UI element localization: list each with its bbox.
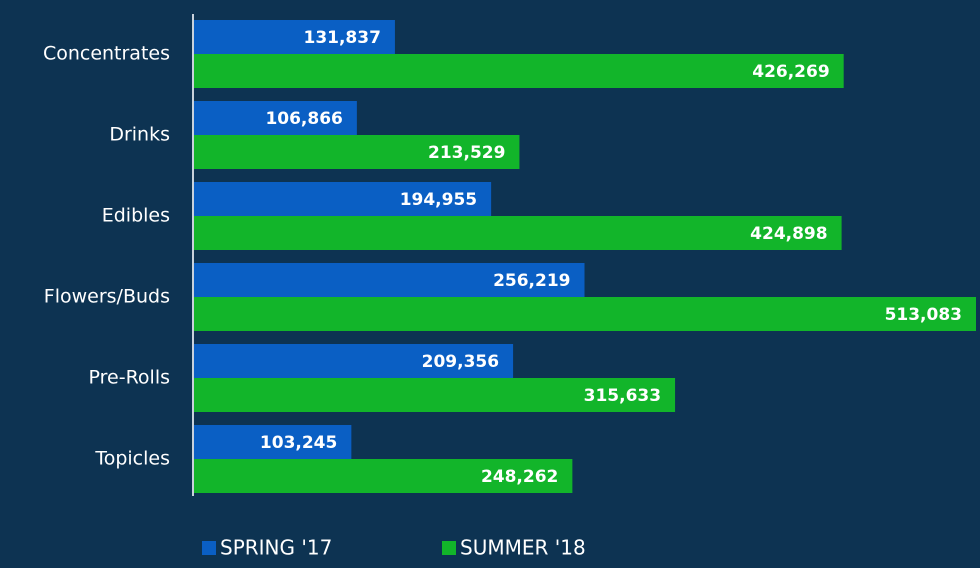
value-label: 426,269 — [752, 62, 829, 82]
bar — [194, 297, 976, 331]
bar — [194, 378, 676, 412]
value-label: 513,083 — [885, 305, 962, 325]
legend-label: SUMMER '18 — [460, 536, 586, 560]
value-label: 213,529 — [428, 143, 505, 163]
category-label: Edibles — [102, 205, 170, 227]
legend-swatch — [202, 541, 216, 555]
bar — [194, 263, 585, 297]
value-label: 256,219 — [493, 271, 570, 291]
value-label: 103,245 — [260, 433, 337, 453]
category-label: Pre-Rolls — [89, 367, 171, 389]
value-label: 106,866 — [265, 109, 342, 129]
bar — [194, 135, 520, 169]
bar — [194, 182, 492, 216]
bar — [194, 459, 573, 493]
legend-label: SPRING '17 — [220, 536, 332, 560]
value-label: 194,955 — [400, 190, 477, 210]
value-label: 315,633 — [584, 386, 661, 406]
value-label: 131,837 — [303, 28, 380, 48]
value-label: 424,898 — [750, 224, 827, 244]
category-label: Concentrates — [43, 43, 170, 65]
category-label: Drinks — [109, 124, 170, 146]
bar — [194, 216, 842, 250]
bar — [194, 344, 514, 378]
bar — [194, 54, 844, 88]
value-label: 248,262 — [481, 467, 558, 487]
category-label: Flowers/Buds — [44, 286, 170, 308]
bar — [194, 20, 395, 54]
value-label: 209,356 — [422, 352, 499, 372]
bar — [194, 101, 357, 135]
bar — [194, 425, 352, 459]
legend-swatch — [442, 541, 456, 555]
category-label: Topicles — [94, 448, 170, 470]
